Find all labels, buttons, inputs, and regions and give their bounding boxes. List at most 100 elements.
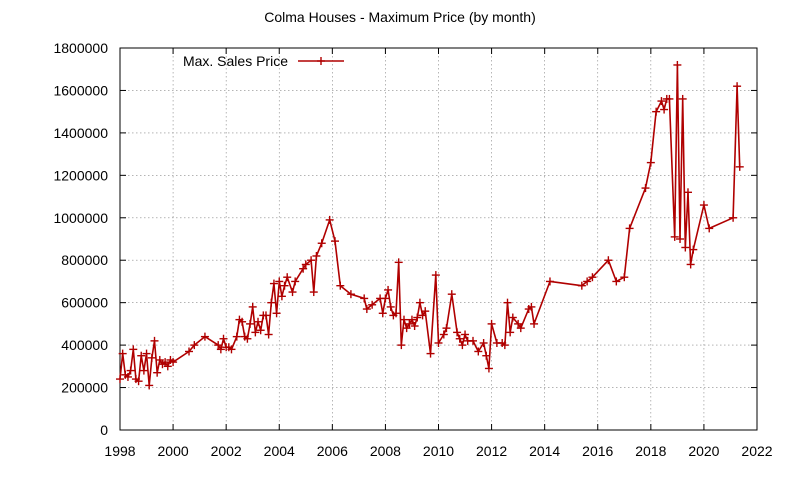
x-tick-label: 2000	[158, 443, 189, 459]
data-point	[665, 94, 674, 103]
data-point	[190, 341, 199, 350]
legend: Max. Sales Price	[183, 53, 344, 69]
data-point	[142, 349, 151, 358]
y-tick-label: 400000	[61, 337, 108, 353]
data-point	[200, 332, 209, 341]
data-point	[686, 260, 695, 269]
data-point	[500, 341, 509, 350]
data-point	[670, 232, 679, 241]
data-point	[362, 305, 371, 314]
data-point	[214, 341, 223, 350]
data-point	[678, 94, 687, 103]
data-point	[309, 288, 318, 297]
data-point	[123, 372, 132, 381]
data-point	[455, 334, 464, 343]
data-point	[604, 256, 613, 265]
data-point	[527, 302, 536, 311]
data-point	[272, 309, 281, 318]
data-point	[147, 353, 156, 362]
x-tick-label: 2018	[635, 443, 666, 459]
data-point	[116, 375, 124, 384]
x-tick-label: 2006	[317, 443, 348, 459]
data-point	[368, 300, 377, 309]
data-point	[346, 290, 355, 299]
data-point	[153, 368, 162, 377]
data-point	[261, 311, 270, 320]
data-point	[275, 277, 284, 286]
grid-lines	[120, 48, 757, 430]
data-point	[434, 338, 443, 347]
data-point	[378, 309, 387, 318]
y-tick-label: 800000	[61, 252, 108, 268]
data-point	[620, 273, 629, 282]
data-point	[514, 319, 523, 328]
data-point	[267, 298, 276, 307]
data-point	[447, 290, 456, 299]
data-point	[277, 292, 286, 301]
data-point	[386, 302, 395, 311]
data-point	[317, 239, 326, 248]
data-point	[676, 235, 685, 243]
y-tick-label: 0	[100, 422, 108, 438]
data-point	[577, 281, 586, 290]
data-point	[641, 184, 650, 193]
data-point	[227, 345, 236, 354]
data-point	[219, 334, 228, 343]
y-tick-label: 1000000	[53, 210, 108, 226]
data-point	[652, 107, 661, 116]
legend-marker	[317, 57, 325, 65]
x-tick-label: 2004	[264, 443, 295, 459]
data-point	[301, 260, 310, 269]
series-layer	[116, 60, 744, 390]
series-line	[119, 64, 741, 387]
data-point	[458, 341, 467, 350]
data-point	[487, 319, 496, 328]
y-tick-label: 200000	[61, 380, 108, 396]
data-point	[161, 358, 170, 367]
y-tick-label: 1800000	[53, 40, 108, 56]
data-point	[288, 288, 297, 297]
data-point	[418, 311, 427, 320]
data-point	[673, 60, 682, 69]
data-point	[264, 330, 273, 339]
data-point	[269, 279, 278, 288]
data-point	[660, 105, 669, 114]
data-point	[405, 319, 414, 328]
data-point	[291, 277, 300, 286]
data-point	[126, 366, 135, 375]
data-point	[484, 364, 493, 373]
data-point	[657, 97, 666, 106]
data-point	[461, 330, 470, 339]
data-point	[689, 245, 698, 254]
data-point	[155, 355, 164, 364]
data-point	[246, 319, 255, 328]
data-point	[248, 302, 257, 311]
data-point	[683, 188, 692, 197]
data-point	[384, 285, 393, 294]
y-tick-label: 1200000	[53, 167, 108, 183]
data-point	[392, 309, 401, 318]
data-point	[733, 82, 742, 91]
data-point	[163, 362, 172, 371]
data-point	[256, 326, 265, 335]
data-point	[402, 324, 411, 333]
x-tick-label: 2022	[741, 443, 772, 459]
data-point	[360, 294, 369, 303]
data-point	[129, 345, 138, 354]
data-point	[735, 162, 744, 171]
data-point	[399, 315, 408, 324]
data-point	[426, 349, 435, 358]
data-point	[238, 317, 247, 326]
y-tick-label: 1400000	[53, 125, 108, 141]
data-point	[134, 377, 143, 386]
x-tick-label: 2010	[423, 443, 454, 459]
data-point	[251, 328, 260, 337]
data-point	[469, 336, 478, 345]
data-point	[407, 315, 416, 324]
data-point	[118, 349, 127, 358]
x-tick-label: 2012	[476, 443, 507, 459]
x-tick-label: 2020	[688, 443, 719, 459]
data-point	[254, 317, 263, 326]
data-point	[410, 322, 419, 331]
